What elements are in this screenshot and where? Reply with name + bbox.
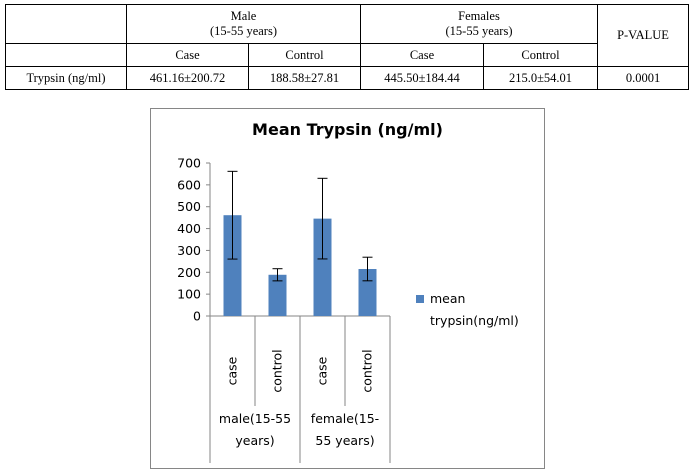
chart-plot: 0 100 200 300 400 500 600 700 case control case con… bbox=[177, 156, 391, 463]
chart-title: Mean Trypsin (ng/ml) bbox=[252, 120, 443, 139]
male-control-value: 188.58±27.81 bbox=[248, 66, 361, 90]
y-tick-label: 500 bbox=[177, 199, 201, 214]
group-label: years) bbox=[235, 433, 274, 448]
y-tick-label: 400 bbox=[177, 221, 201, 236]
y-tick-label: 600 bbox=[177, 177, 201, 192]
legend-label-line: trypsin(ng/ml) bbox=[430, 313, 519, 328]
y-tick-label: 700 bbox=[177, 156, 201, 171]
female-control-header: Control bbox=[483, 43, 598, 67]
male-case-header: Case bbox=[126, 43, 249, 67]
female-case-value: 445.50±184.44 bbox=[360, 66, 484, 90]
legend-swatch bbox=[416, 295, 424, 303]
female-control-value: 215.0±54.01 bbox=[483, 66, 598, 90]
legend-label: mean trypsin(ng/ml) bbox=[430, 288, 555, 332]
bar-1 bbox=[268, 274, 287, 316]
female-group-age: (15-55 years) bbox=[445, 24, 513, 38]
row-label: Trypsin (ng/ml) bbox=[5, 66, 127, 90]
male-group-title: Male bbox=[230, 9, 257, 23]
chart-area: Mean Trypsin (ng/ml) 0 100 200 300 400 500 600… bbox=[150, 108, 545, 469]
y-tick-label: 200 bbox=[177, 265, 201, 280]
legend: mean trypsin(ng/ml) bbox=[416, 288, 555, 332]
category-label: case bbox=[225, 356, 240, 385]
group-label: 55 years) bbox=[315, 433, 374, 448]
table-row: Trypsin (ng/ml) 461.16±200.72 188.58±27.… bbox=[5, 66, 689, 90]
y-tick-label: 100 bbox=[177, 287, 201, 302]
y-tick-label: 0 bbox=[193, 309, 201, 324]
category-label: case bbox=[315, 356, 330, 385]
pvalue-value: 0.0001 bbox=[597, 66, 689, 90]
group-label: female(15- bbox=[311, 411, 379, 426]
female-case-header: Case bbox=[360, 43, 484, 67]
table-blank-cell bbox=[5, 43, 127, 67]
table-corner-cell bbox=[5, 4, 127, 44]
male-group-header: Male (15-55 years) bbox=[126, 4, 361, 44]
category-label: control bbox=[360, 349, 375, 392]
bar-2 bbox=[313, 218, 332, 316]
y-tick-label: 300 bbox=[177, 243, 201, 258]
pvalue-header: P-VALUE bbox=[597, 4, 689, 67]
male-control-header: Control bbox=[248, 43, 361, 67]
bar-0 bbox=[223, 215, 242, 316]
data-table: Male (15-55 years) Females (15-55 years)… bbox=[5, 4, 689, 90]
category-label: control bbox=[270, 349, 285, 392]
male-group-age: (15-55 years) bbox=[210, 24, 277, 38]
female-group-header: Females (15-55 years) bbox=[360, 4, 598, 44]
legend-label-line: mean bbox=[430, 291, 466, 306]
female-group-title: Females bbox=[458, 9, 500, 23]
group-label: male(15-55 bbox=[219, 411, 291, 426]
male-case-value: 461.16±200.72 bbox=[126, 66, 249, 90]
